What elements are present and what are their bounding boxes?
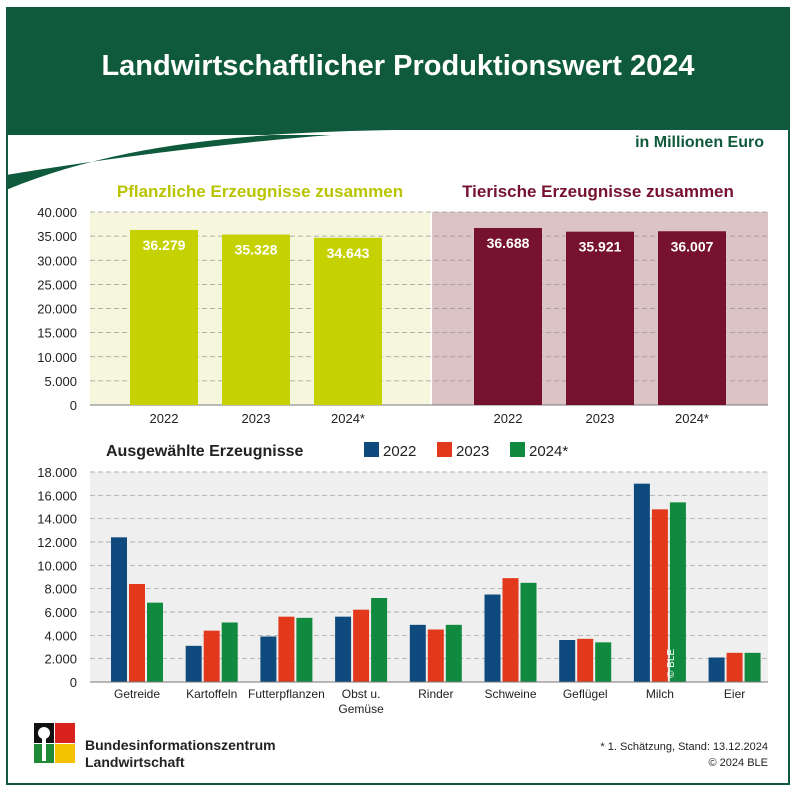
y-tick-label: 16.000 [37, 488, 77, 503]
unit-label: in Millionen Euro [635, 134, 764, 151]
org-line2: Landwirtschaft [85, 754, 185, 770]
bar-Eier-2023 [726, 652, 743, 682]
footnote: * 1. Schätzung, Stand: 13.12.2024 © 2024 … [600, 739, 768, 771]
animal-title: Tierische Erzeugnisse zusammen [462, 182, 734, 201]
bar-Milch-2024* [669, 502, 686, 682]
category-label: Rinder [418, 687, 453, 701]
bar-Schweine-2024* [520, 582, 537, 682]
bar-Schweine-2023 [502, 578, 519, 682]
frame [6, 7, 790, 785]
bar-Obst-u-Gem-se-2022 [335, 616, 352, 682]
plant-title: Pflanzliche Erzeugnisse zusammen [117, 182, 403, 201]
legend-swatch-2024* [510, 442, 525, 457]
y-tick-label: 30.000 [37, 253, 77, 268]
category-label: Kartoffeln [186, 687, 237, 701]
bar-value-label: 35.921 [579, 239, 622, 255]
bar-Kartoffeln-2024* [221, 622, 238, 682]
bar-Gefl-gel-2022 [559, 640, 576, 682]
x-tick-label: 2024* [331, 411, 365, 426]
y-tick-label: 25.000 [37, 277, 77, 292]
category-label: Futterpflanzen [248, 687, 325, 701]
bar-Getreide-2022 [111, 537, 127, 682]
category-label: Obst u. [342, 687, 381, 701]
bar-Milch-2023 [651, 509, 668, 682]
legend-label: 2023 [456, 443, 489, 460]
org-line1: Bundesinformationszentrum [85, 737, 276, 753]
legend-label: 2024* [529, 443, 568, 460]
bar-Gefl-gel-2024* [595, 642, 612, 682]
bar-Futterpflanzen-2022 [260, 636, 277, 682]
y-tick-label: 5.000 [44, 374, 77, 389]
bottom-title: Ausgewählte Erzeugnisse [106, 443, 303, 460]
y-tick-label: 35.000 [37, 229, 77, 244]
legend-swatch-2022 [364, 442, 379, 457]
y-tick-label: 20.000 [37, 302, 77, 317]
header-swoosh [6, 120, 790, 190]
copyright: © 2024 BLE [708, 757, 768, 769]
category-label: Geflügel [563, 687, 608, 701]
y-tick-label: 40.000 [37, 205, 77, 220]
bar-Eier-2024* [744, 652, 761, 682]
bar-Obst-u-Gem-se-2024* [371, 598, 388, 682]
bar-Rinder-2022 [409, 624, 426, 682]
category-label: Schweine [484, 687, 536, 701]
category-label: Gemüse [338, 702, 384, 716]
header-band [6, 7, 790, 135]
bar-2024* [658, 231, 726, 405]
bar-value-label: 36.279 [143, 237, 186, 253]
bar-Rinder-2024* [445, 624, 462, 682]
y-tick-label: 14.000 [37, 512, 77, 527]
legend-swatch-2023 [437, 442, 452, 457]
bar-Obst-u-Gem-se-2023 [353, 609, 370, 682]
x-tick-label: 2023 [242, 411, 271, 426]
bar-2022 [474, 227, 542, 405]
bar-Getreide-2023 [129, 584, 145, 682]
bar-Rinder-2023 [427, 629, 444, 682]
bar-Kartoffeln-2022 [185, 645, 202, 682]
org-name: Bundesinformationszentrum Landwirtschaft [85, 737, 276, 771]
bar-Futterpflanzen-2024* [296, 617, 313, 682]
y-tick-label: 0 [70, 398, 77, 413]
category-label: Milch [646, 687, 674, 701]
y-tick-label: 0 [70, 675, 77, 690]
x-tick-label: 2024* [675, 411, 709, 426]
y-tick-label: 10.000 [37, 558, 77, 573]
bar-2023 [222, 234, 290, 405]
bar-Schweine-2022 [484, 594, 501, 682]
bar-value-label: 36.007 [671, 238, 714, 254]
bar-Eier-2022 [708, 657, 725, 682]
bar-2023 [566, 231, 634, 405]
category-label: Getreide [114, 687, 160, 701]
watermark: © BLE [666, 649, 677, 678]
bar-value-label: 34.643 [327, 245, 370, 261]
x-tick-label: 2022 [150, 411, 179, 426]
y-tick-label: 10.000 [37, 350, 77, 365]
y-tick-label: 8.000 [44, 582, 77, 597]
estimate-note: * 1. Schätzung, Stand: 13.12.2024 [600, 741, 768, 753]
y-tick-label: 6.000 [44, 605, 77, 620]
bar-2024* [314, 237, 382, 405]
y-tick-label: 18.000 [37, 465, 77, 480]
bar-Futterpflanzen-2023 [278, 616, 295, 682]
y-tick-label: 4.000 [44, 628, 77, 643]
category-label: Eier [724, 687, 745, 701]
x-tick-label: 2023 [586, 411, 615, 426]
y-tick-label: 12.000 [37, 535, 77, 550]
bar-Getreide-2024* [147, 602, 163, 682]
bar-value-label: 36.688 [487, 235, 530, 251]
ble-logo [34, 723, 75, 763]
y-tick-label: 15.000 [37, 326, 77, 341]
bar-2022 [130, 229, 198, 405]
x-tick-label: 2022 [494, 411, 523, 426]
bar-Gefl-gel-2023 [577, 638, 594, 682]
legend-label: 2022 [383, 443, 416, 460]
y-tick-label: 2.000 [44, 652, 77, 667]
bar-value-label: 35.328 [235, 242, 278, 258]
bar-Milch-2022 [633, 483, 650, 682]
page-title: Landwirtschaftlicher Produktionswert 202… [101, 50, 695, 82]
bar-Kartoffeln-2023 [203, 630, 220, 682]
